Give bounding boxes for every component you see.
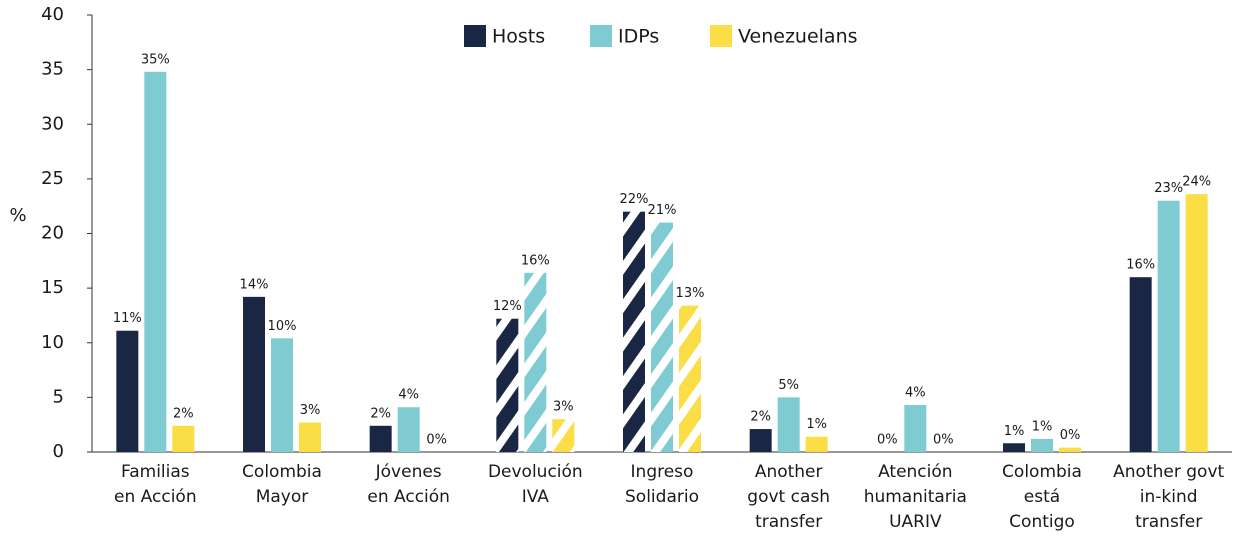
bar [904,405,927,452]
legend-label: Venezuelans [738,26,858,48]
x-tick-label: Devolución [488,462,583,482]
bar [299,422,321,452]
y-tick-label: 10 [41,332,64,353]
x-tick-label: Another [755,462,823,482]
legend-swatch [464,25,486,47]
value-label: 0% [426,433,447,448]
value-label: 4% [398,388,419,403]
bar [679,305,701,452]
bar [172,425,195,452]
y-axis-label: % [9,205,26,226]
y-tick-label: 0 [53,441,64,462]
x-tick-label: Jóvenes [375,462,442,482]
value-label: 16% [521,253,550,268]
value-label: 24% [1182,175,1211,190]
x-tick-label: Mayor [256,487,309,507]
y-tick-label: 40 [41,4,64,25]
x-tick-label: Familias [121,462,190,482]
value-label: 4% [905,386,926,401]
bar [369,425,392,452]
x-tick-label: Solidario [625,487,699,507]
x-tick-label: en Acción [114,487,197,507]
value-label: 35% [141,52,170,67]
y-tick-label: 35 [41,59,64,80]
bar [777,397,800,452]
value-label: 1% [1032,419,1053,434]
value-label: 13% [676,286,705,301]
bar [271,338,293,452]
x-tick-label: transfer [755,512,822,532]
bar [397,407,420,452]
value-label: 0% [877,433,898,448]
bar [1129,277,1152,452]
value-label: 11% [113,311,142,326]
legend-label: IDPs [618,26,659,48]
y-tick-label: 5 [53,386,64,407]
x-tick-label: está [1024,487,1060,507]
bar [243,296,265,452]
value-label: 0% [933,433,954,448]
y-tick-label: 20 [41,223,64,244]
x-tick-label: Another govt [1113,462,1224,482]
value-label: 10% [268,319,297,334]
value-label: 21% [648,203,677,218]
value-label: 1% [1004,424,1025,439]
bar [496,318,519,452]
x-tick-label: Atención [878,462,952,482]
bar [749,429,772,452]
bar [1003,443,1025,452]
x-tick-label: Colombia [1002,462,1082,482]
value-label: 3% [300,403,321,418]
x-tick-label: en Acción [367,487,450,507]
y-tick-label: 15 [41,277,64,298]
bar [805,436,828,452]
x-tick-label: in-kind [1140,487,1198,507]
value-label: 22% [620,192,649,207]
bar [524,272,547,452]
x-tick-label: IVA [522,487,550,507]
x-tick-label: transfer [1135,512,1202,532]
bar [1157,200,1180,452]
value-label: 2% [750,410,771,425]
y-tick-label: 25 [41,168,64,189]
value-label: 5% [778,378,799,393]
y-tick-label: 30 [41,113,64,134]
x-tick-label: UARIV [889,512,942,532]
bar [1031,438,1053,452]
x-tick-label: govt cash [747,487,830,507]
bar [116,330,139,452]
x-tick-label: Colombia [242,462,322,482]
bar [552,419,575,452]
x-tick-label: Ingreso [631,462,694,482]
value-label: 2% [173,406,194,421]
x-tick-label: Contigo [1009,512,1075,532]
bar [623,211,645,452]
value-label: 12% [493,299,522,314]
value-label: 14% [240,277,269,292]
legend-swatch [590,25,612,47]
bar [1059,447,1081,452]
legend-swatch [710,25,732,47]
bar [651,222,673,452]
value-label: 16% [1126,258,1155,273]
value-label: 0% [1060,428,1081,443]
x-tick-label: humanitaria [864,487,967,507]
bar [144,71,167,452]
legend-label: Hosts [492,26,545,48]
value-label: 23% [1154,181,1183,196]
value-label: 1% [806,417,827,432]
value-label: 2% [370,406,391,421]
bar [1185,194,1208,453]
value-label: 3% [553,400,574,415]
